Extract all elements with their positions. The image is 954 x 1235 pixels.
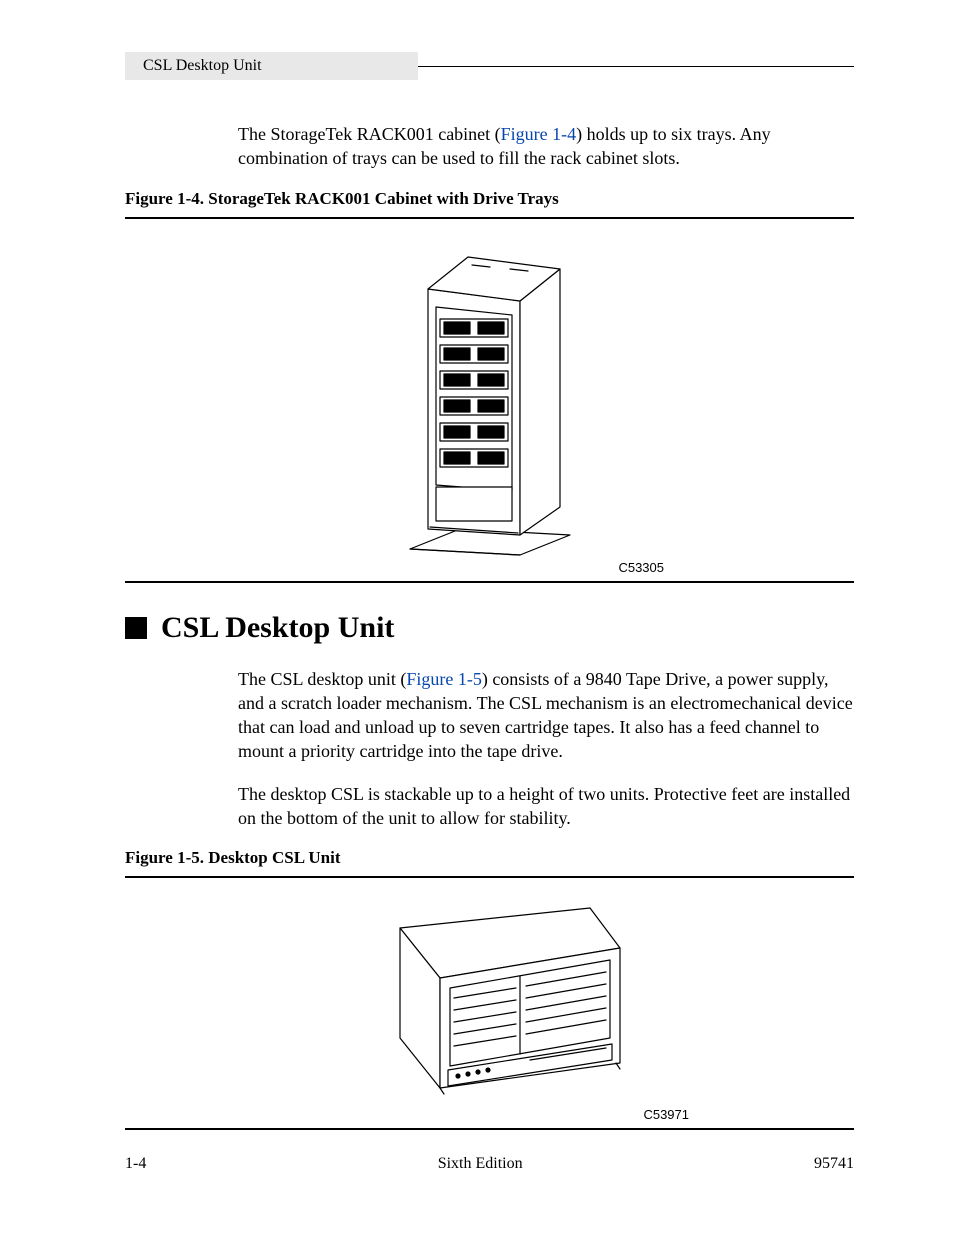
figure-1-4-area: C53305 xyxy=(125,219,854,581)
figure-1-5-caption: Figure 1-5. Desktop CSL Unit xyxy=(125,848,854,868)
running-header: CSL Desktop Unit xyxy=(125,52,854,80)
intro-pre: The StorageTek RACK001 cabinet ( xyxy=(238,124,501,144)
footer-page-number: 1-4 xyxy=(125,1155,146,1173)
figure-1-5-xref[interactable]: Figure 1-5 xyxy=(406,669,482,689)
figure-1-4-xref[interactable]: Figure 1-4 xyxy=(501,124,577,144)
section-para-2: The desktop CSL is stackable up to a hei… xyxy=(238,782,854,831)
running-header-title: CSL Desktop Unit xyxy=(125,52,418,80)
figure-1-4-caption: Figure 1-4. StorageTek RACK001 Cabinet w… xyxy=(125,189,854,209)
figure-1-5-id: C53971 xyxy=(125,1107,854,1122)
figure-rule-bottom-1 xyxy=(125,581,854,583)
desktop-csl-drawing xyxy=(340,888,640,1108)
footer-edition: Sixth Edition xyxy=(438,1155,523,1173)
figure-rule-bottom-2 xyxy=(125,1128,854,1130)
figure-1-5-area: C53971 xyxy=(125,878,854,1128)
section-para-1: The CSL desktop unit (Figure 1-5) consis… xyxy=(238,667,854,764)
page-footer: 1-4 Sixth Edition 95741 xyxy=(125,1155,854,1173)
figure-1-4-id: C53305 xyxy=(125,560,854,575)
rack-cabinet-drawing xyxy=(400,229,580,559)
para1-pre: The CSL desktop unit ( xyxy=(238,669,406,689)
footer-docnum: 95741 xyxy=(814,1155,854,1173)
header-rule xyxy=(418,66,854,67)
section-heading: CSL Desktop Unit xyxy=(125,611,854,645)
section-title: CSL Desktop Unit xyxy=(161,611,394,645)
intro-paragraph: The StorageTek RACK001 cabinet (Figure 1… xyxy=(238,122,854,171)
section-bullet-icon xyxy=(125,617,147,639)
